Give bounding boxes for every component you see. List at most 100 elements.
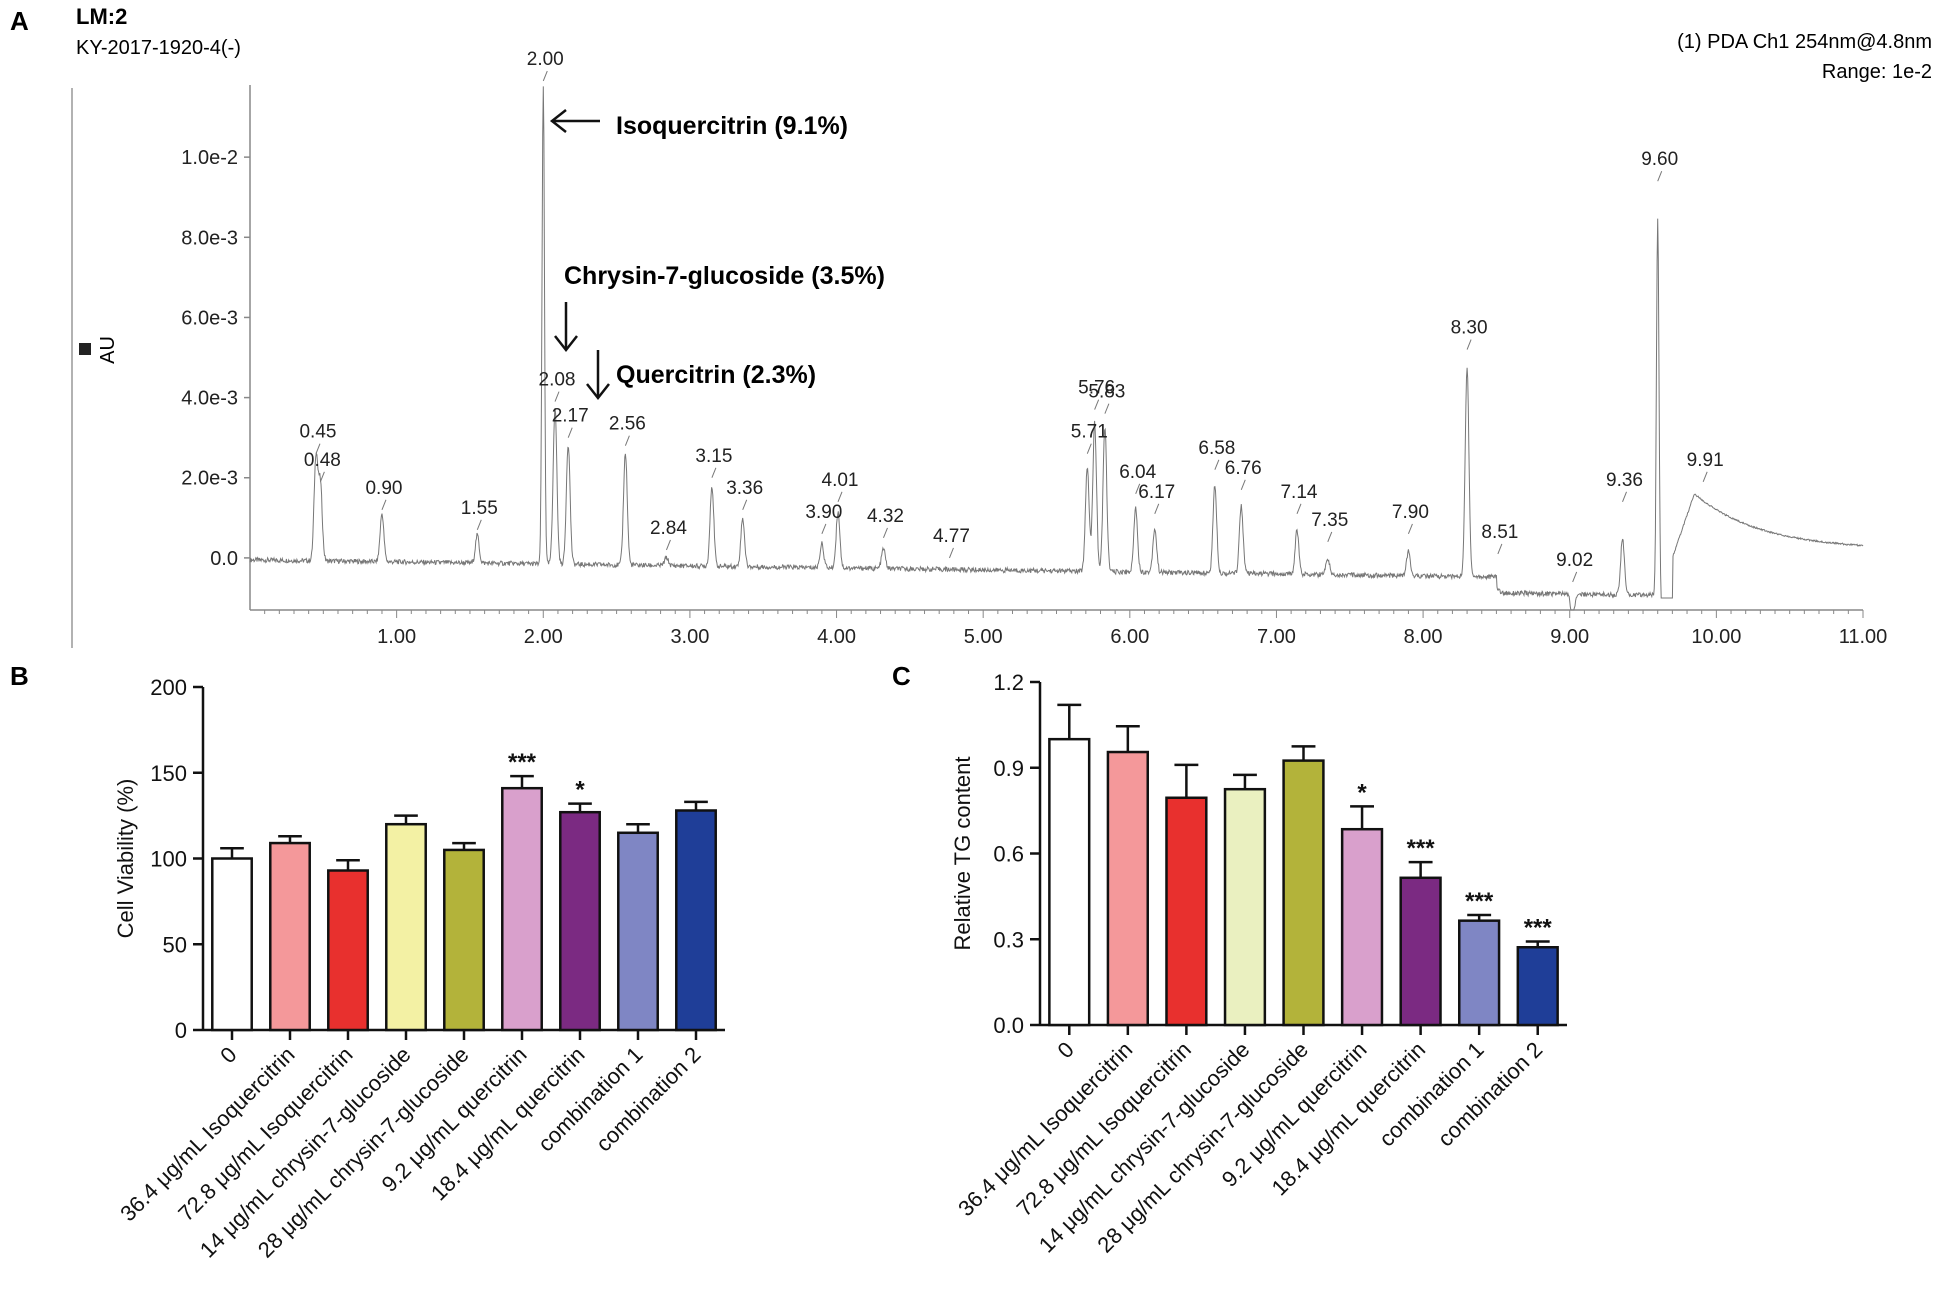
peak-label: 6.17 xyxy=(1138,482,1175,503)
annotation-text: Isoquercitrin (9.1%) xyxy=(616,112,848,140)
peak-leader xyxy=(711,467,717,478)
peak-leader xyxy=(1497,543,1503,555)
peak-label: 2.56 xyxy=(609,414,646,435)
x-tick-label: 7.00 xyxy=(1257,626,1296,648)
y-axis-title: Relative TG content xyxy=(950,756,975,950)
peak-leader xyxy=(821,523,827,535)
x-tick-label: 3.00 xyxy=(670,626,709,648)
peak-label: 7.90 xyxy=(1392,502,1429,523)
bar xyxy=(1458,919,1501,1027)
x-tick-label: 4.00 xyxy=(817,626,856,648)
peak-leader xyxy=(1214,459,1220,470)
peak-leader xyxy=(624,435,630,446)
annotation-text: Quercitrin (2.3%) xyxy=(616,361,816,389)
peak-leader xyxy=(1094,399,1100,410)
peak-label: 0.48 xyxy=(304,450,341,471)
peak-label: 1.55 xyxy=(461,498,498,519)
bar xyxy=(559,810,601,1032)
annotation-chrysin: Chrysin-7-glucoside (3.5%) xyxy=(554,262,885,353)
y-tick-label: 100 xyxy=(150,847,187,872)
significance-mark: *** xyxy=(1407,835,1436,862)
significance-mark: *** xyxy=(1524,915,1553,942)
peak-label: 5.76 xyxy=(1078,378,1115,399)
peak-label: 4.32 xyxy=(867,506,904,527)
bar xyxy=(1106,750,1149,1027)
peak-label: 7.14 xyxy=(1280,482,1317,503)
peak-label: 9.36 xyxy=(1606,470,1643,491)
y-tick-label: 200 xyxy=(150,675,187,700)
x-tick-label: 9.00 xyxy=(1550,626,1589,648)
peak-leader xyxy=(1622,491,1627,502)
significance-mark: * xyxy=(575,777,585,804)
arrow-head xyxy=(549,109,567,133)
y-tick-label: 6.0e-3 xyxy=(181,307,238,329)
peak-leader xyxy=(319,471,325,482)
bar xyxy=(1282,759,1325,1027)
arrow-head xyxy=(586,383,610,401)
bar xyxy=(1048,737,1091,1027)
y-tick-label: 0 xyxy=(175,1018,187,1043)
bar xyxy=(1165,796,1208,1027)
category-label: combination 2 xyxy=(591,1042,706,1157)
category-label: 0 xyxy=(215,1042,241,1068)
bar xyxy=(1516,946,1559,1027)
peak-label: 9.02 xyxy=(1556,550,1593,571)
y-tick-label: 4.0e-3 xyxy=(181,388,238,410)
peak-leader xyxy=(1702,471,1708,482)
peak-leader xyxy=(1327,531,1333,543)
y-axis-label-au: AU xyxy=(97,336,119,364)
y-tick-label: 8.0e-3 xyxy=(181,227,238,249)
detector-info: (1) PDA Ch1 254nm@4.8nm xyxy=(1677,31,1932,53)
peak-leader xyxy=(1104,403,1110,414)
sample-title: LM:2 xyxy=(76,4,127,29)
bar xyxy=(443,848,485,1032)
bar xyxy=(617,831,659,1032)
bar xyxy=(269,841,311,1032)
sample-id: KY-2017-1920-4(-) xyxy=(76,37,241,59)
peak-leader xyxy=(1154,503,1160,515)
peak-label: 3.36 xyxy=(726,478,763,499)
x-tick-label: 5.00 xyxy=(964,626,1003,648)
au-marker xyxy=(79,343,91,355)
x-tick-label: 10.00 xyxy=(1691,626,1741,648)
range-info: Range: 1e-2 xyxy=(1822,61,1932,83)
peak-label: 2.08 xyxy=(539,370,576,391)
significance-mark: *** xyxy=(1465,888,1494,915)
peak-leader xyxy=(1296,503,1302,515)
peak-label: 2.00 xyxy=(527,49,564,70)
x-tick-label: 11.00 xyxy=(1839,626,1888,648)
y-tick-label: 0.0 xyxy=(993,1013,1024,1038)
panel-b-label: B xyxy=(10,661,29,691)
category-label: 28 μg/mL chrysin-7-glucoside xyxy=(253,1042,474,1263)
chromatogram-trace xyxy=(249,86,1864,611)
y-tick-label: 0.0 xyxy=(210,548,238,570)
peak-leader xyxy=(1657,171,1663,182)
significance-mark: *** xyxy=(508,749,537,776)
x-tick-label: 6.00 xyxy=(1110,626,1149,648)
peak-leader xyxy=(665,539,671,551)
bar xyxy=(1223,787,1267,1027)
peak-leader xyxy=(883,527,888,539)
peak-label: 3.15 xyxy=(695,446,732,467)
y-tick-label: 1.0e-2 xyxy=(181,147,238,169)
bar xyxy=(675,809,717,1032)
peak-leader xyxy=(567,427,573,438)
peak-label: 2.17 xyxy=(552,406,589,427)
panel-c-label: C xyxy=(892,661,911,691)
peak-leader xyxy=(1086,443,1092,454)
y-tick-label: 0.3 xyxy=(993,927,1024,952)
peak-leader xyxy=(1572,571,1578,583)
peak-label: 6.04 xyxy=(1119,462,1156,483)
peak-leader xyxy=(1135,483,1141,494)
peak-label: 0.45 xyxy=(299,422,336,443)
peak-leader xyxy=(948,547,954,559)
x-tick-label: 1.00 xyxy=(377,626,416,648)
x-tick-label: 2.00 xyxy=(524,626,563,648)
peak-label: 5.83 xyxy=(1088,382,1125,403)
peak-label: 4.01 xyxy=(822,470,859,491)
peak-label: 9.91 xyxy=(1687,450,1724,471)
peak-label: 4.77 xyxy=(933,526,970,547)
